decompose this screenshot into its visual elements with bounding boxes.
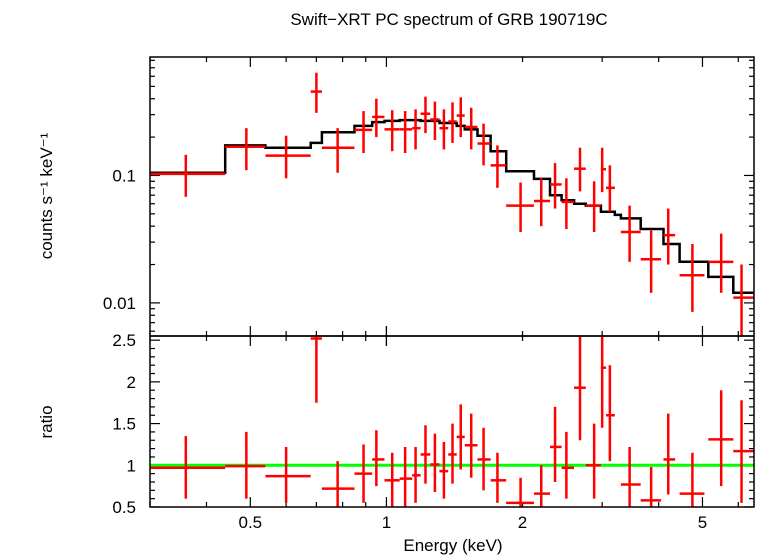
spectrum-data-point [464, 107, 478, 150]
ratio-y-axis-label: ratio [37, 405, 56, 438]
spectrum-data-point [448, 102, 457, 143]
ratio-y-tick-label: 1.5 [112, 415, 136, 434]
spectrum-data-point [456, 97, 465, 138]
ratio-data-point [574, 336, 586, 441]
ratio-data-point [310, 336, 322, 403]
spectrum-data-point [265, 135, 311, 179]
spectrum-data-point [640, 230, 662, 293]
ratio-data-point [456, 404, 465, 470]
energy-x-tick-label: 5 [698, 513, 707, 532]
ratio-data-point [679, 452, 705, 507]
ratio-data-point [506, 477, 534, 507]
ratio-data-point [439, 441, 449, 499]
ratio-data-point [430, 433, 440, 492]
spectrum-data-point [606, 165, 615, 212]
ratio-panel: 0.5 1 1.5 2 2.5 0.5 1 2 5 ratio Energy (keV) [37, 326, 755, 555]
ratio-data-point [399, 446, 413, 507]
spectrum-data-point [150, 154, 226, 197]
ratio-data-point [412, 446, 421, 503]
ratio-y-tick-label: 2.5 [112, 331, 136, 350]
ratio-data-point [620, 446, 641, 507]
ratio-data-point [150, 436, 226, 499]
spectrum-data-point [733, 264, 754, 336]
energy-x-axis-label: Energy (keV) [403, 536, 502, 555]
ratio-data-point [585, 423, 601, 499]
spectrum-data-point [412, 109, 421, 150]
ratio-data-point [225, 431, 266, 499]
ratio-data-point [464, 413, 478, 478]
spectrum-data-point [354, 111, 373, 154]
ratio-data-point [606, 365, 615, 462]
spectrum-data-point [372, 98, 385, 138]
spectrum-data-point [574, 147, 586, 192]
spectrum-y-tick-labels: 0.1 0.01 [103, 166, 136, 312]
ratio-data-point [600, 336, 607, 428]
ratio-data-point [549, 406, 562, 482]
spectrum-data-point [225, 128, 266, 171]
ratio-y-tick-labels: 0.5 1 1.5 2 2.5 [112, 331, 136, 517]
spectrum-data-point [384, 110, 400, 152]
spectrum-data-point [490, 145, 507, 188]
ratio-data-layer [150, 336, 754, 507]
spectrum-data-point [430, 101, 440, 140]
spectrum-data-point [420, 96, 431, 134]
spectrum-data-point [533, 178, 550, 227]
ratio-data-point [490, 452, 507, 503]
chart-title: Swift−XRT PC spectrum of GRB 190719C [290, 10, 607, 29]
ratio-y-tick-label: 2 [127, 373, 136, 392]
ratio-data-point [640, 466, 662, 507]
ratio-data-point [477, 427, 491, 491]
spectrum-data-point [506, 182, 534, 233]
spectrum-axis-ticks [149, 57, 754, 336]
ratio-y-tick-label: 0.5 [112, 498, 136, 517]
spectrum-data-point [549, 163, 562, 209]
ratio-y-tick-label: 1 [127, 456, 136, 475]
spectrum-panel: 0.1 0.01 counts s⁻¹ keV⁻¹ [37, 56, 755, 337]
spectrum-data-point [585, 181, 601, 233]
energy-x-tick-label: 2 [518, 513, 527, 532]
spectrum-y-axis-label: counts s⁻¹ keV⁻¹ [37, 132, 56, 259]
ratio-data-point [420, 425, 431, 484]
spectrum-data-point [310, 72, 322, 113]
ratio-data-point [321, 461, 355, 507]
spectrum-data-point [477, 123, 491, 166]
ratio-plot-frame [149, 335, 755, 508]
ratio-data-point [265, 446, 311, 503]
spectrum-y-tick-label: 0.01 [103, 294, 136, 313]
ratio-data-point [448, 423, 457, 484]
ratio-data-point [561, 431, 575, 499]
ratio-data-point [663, 413, 676, 495]
ratio-data-point [533, 465, 550, 507]
ratio-data-point [354, 444, 373, 503]
spectrum-y-tick-label: 0.1 [112, 166, 136, 185]
spectrum-data-point [399, 111, 413, 154]
energy-x-tick-labels: 0.5 1 2 5 [238, 513, 707, 532]
energy-x-tick-label: 0.5 [238, 513, 262, 532]
ratio-data-point [708, 390, 734, 487]
spectrum-data-point [321, 128, 355, 173]
spectrum-data-point [663, 208, 676, 265]
spectrum-data-point [600, 147, 607, 193]
spectrum-data-point [679, 243, 705, 312]
energy-x-tick-label: 1 [382, 513, 391, 532]
ratio-data-point [384, 452, 400, 507]
spectrum-data-point [620, 205, 641, 262]
ratio-data-point [372, 430, 385, 487]
spectrum-data-layer [150, 72, 754, 336]
spectrum-data-point [561, 178, 575, 230]
spectrum-data-point [439, 109, 449, 150]
ratio-data-point [733, 400, 754, 503]
spectrum-data-point [708, 233, 734, 293]
